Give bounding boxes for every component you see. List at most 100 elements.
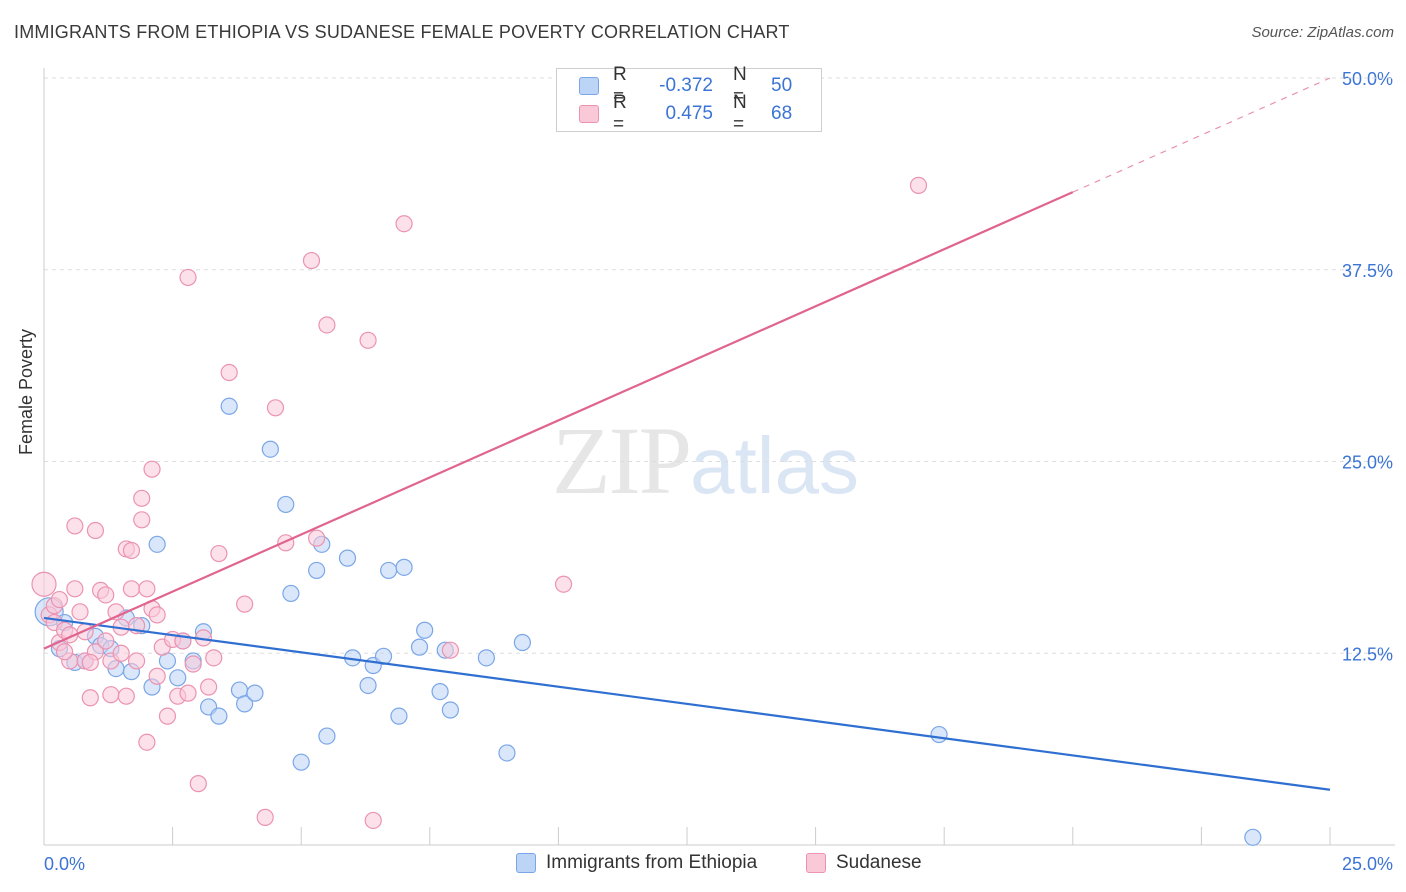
sudanese-point	[318, 316, 336, 334]
sudanese-point	[127, 652, 146, 670]
sudanese-point	[50, 590, 69, 609]
ethiopia-point	[261, 440, 279, 458]
y-tick-label: 50.0%	[1342, 69, 1393, 89]
sudanese-point	[359, 331, 377, 349]
sudanese-point	[210, 544, 228, 563]
sudanese-point	[184, 655, 202, 673]
sudanese-point	[236, 595, 254, 613]
sudanese-point	[148, 667, 166, 685]
sudanese-trend-extension	[1072, 77, 1331, 193]
legend-row-ethiopia: R = -0.372 N = 50	[579, 64, 793, 107]
sudanese-point	[138, 580, 156, 598]
sudanese-point	[909, 176, 928, 194]
legend-r-label: R =	[613, 64, 627, 107]
ethiopia-point	[236, 695, 254, 713]
sudanese-point	[441, 641, 459, 659]
sudanese-point	[133, 489, 151, 507]
sudanese-point	[97, 632, 115, 650]
ethiopia-point	[282, 584, 300, 603]
legend-label-sudanese: Sudanese	[836, 852, 922, 873]
legend-r-value: 0.475	[665, 103, 713, 124]
sudanese-point	[308, 529, 326, 547]
ethiopia-point	[395, 558, 413, 576]
sudanese-point	[148, 606, 166, 624]
ethiopia-point	[477, 649, 495, 667]
ethiopia-point	[513, 633, 531, 652]
sudanese-point	[220, 363, 238, 382]
ethiopia-point	[308, 561, 326, 580]
sudanese-point	[71, 603, 89, 621]
legend-row-sudanese: R = 0.475 N = 68	[579, 92, 793, 135]
ethiopia-point	[380, 561, 398, 580]
watermark-zip: ZIP	[552, 407, 692, 514]
sudanese-point	[138, 733, 156, 751]
sudanese-point	[102, 686, 120, 704]
sudanese-point	[122, 580, 141, 598]
ethiopia-point	[930, 725, 948, 744]
x-tick-label: 0.0%	[44, 854, 85, 874]
stats-legend: R = -0.372 N = 50 R = 0.475 N = 68	[556, 64, 822, 135]
sudanese-point	[31, 571, 57, 597]
ethiopia-trend-line	[43, 616, 1331, 791]
legend-n-label: N =	[733, 64, 747, 107]
ethiopia-point	[498, 744, 516, 762]
ethiopia-point	[246, 684, 264, 702]
legend-n-value: 50	[771, 75, 793, 96]
y-axis-label: Female Poverty	[16, 328, 36, 455]
sudanese-point	[364, 811, 382, 830]
sudanese-point	[112, 644, 130, 662]
legend-n-label: N =	[733, 92, 747, 135]
sudanese-point	[189, 775, 207, 793]
legend-n-value: 68	[771, 103, 793, 124]
sudanese-point	[122, 541, 141, 560]
sudanese-legend-swatch-icon	[806, 853, 826, 873]
ethiopia-point	[1244, 828, 1262, 846]
ethiopia-point	[431, 682, 449, 701]
chart-title: IMMIGRANTS FROM ETHIOPIA VS SUDANESE FEM…	[14, 22, 790, 42]
ethiopia-point	[390, 707, 408, 725]
legend-r-value: -0.372	[659, 75, 713, 96]
sudanese-point	[81, 653, 99, 672]
legend-r-label: R =	[613, 92, 627, 135]
sudanese-point	[97, 586, 115, 604]
sudanese-point	[81, 689, 99, 707]
legend-item-ethiopia[interactable]: Immigrants from Ethiopia	[516, 852, 757, 874]
sudanese-trend-line	[43, 191, 1074, 650]
sudanese-point	[117, 687, 135, 705]
sudanese-point	[55, 643, 74, 661]
sudanese-point	[554, 575, 573, 593]
series-legend: Immigrants from Ethiopia Sudanese	[0, 852, 1406, 878]
sudanese-point	[200, 678, 218, 696]
x-tick-label: 25.0%	[1342, 854, 1393, 874]
sudanese-point	[256, 808, 274, 826]
watermark: ZIPatlas	[552, 405, 859, 516]
sudanese-point	[266, 399, 285, 417]
y-tick-label: 12.5%	[1342, 644, 1393, 664]
sudanese-point	[179, 684, 197, 702]
sudanese-point	[66, 580, 84, 598]
ethiopia-point	[338, 549, 357, 567]
ethiopia-point	[210, 707, 228, 725]
sudanese-point	[395, 215, 413, 233]
ethiopia-point	[148, 535, 166, 553]
ethiopia-point	[416, 621, 434, 639]
chart-source: Source: ZipAtlas.com	[1251, 24, 1394, 41]
ethiopia-point	[277, 495, 295, 514]
y-tick-label: 37.5%	[1342, 261, 1393, 281]
ethiopia-point	[359, 676, 377, 695]
sudanese-point	[205, 649, 223, 667]
ethiopia-point	[441, 701, 459, 719]
sudanese-swatch-icon	[579, 105, 599, 123]
ethiopia-swatch-icon	[579, 77, 599, 95]
ethiopia-legend-swatch-icon	[516, 853, 536, 873]
legend-item-sudanese[interactable]: Sudanese	[806, 852, 922, 874]
watermark-atlas: atlas	[690, 421, 859, 510]
ethiopia-point	[318, 727, 336, 745]
sudanese-point	[66, 517, 84, 535]
ethiopia-point	[292, 753, 310, 771]
ethiopia-point	[169, 669, 187, 687]
sudanese-point	[302, 251, 321, 270]
ethiopia-point	[410, 638, 429, 656]
ethiopia-point	[220, 397, 238, 415]
